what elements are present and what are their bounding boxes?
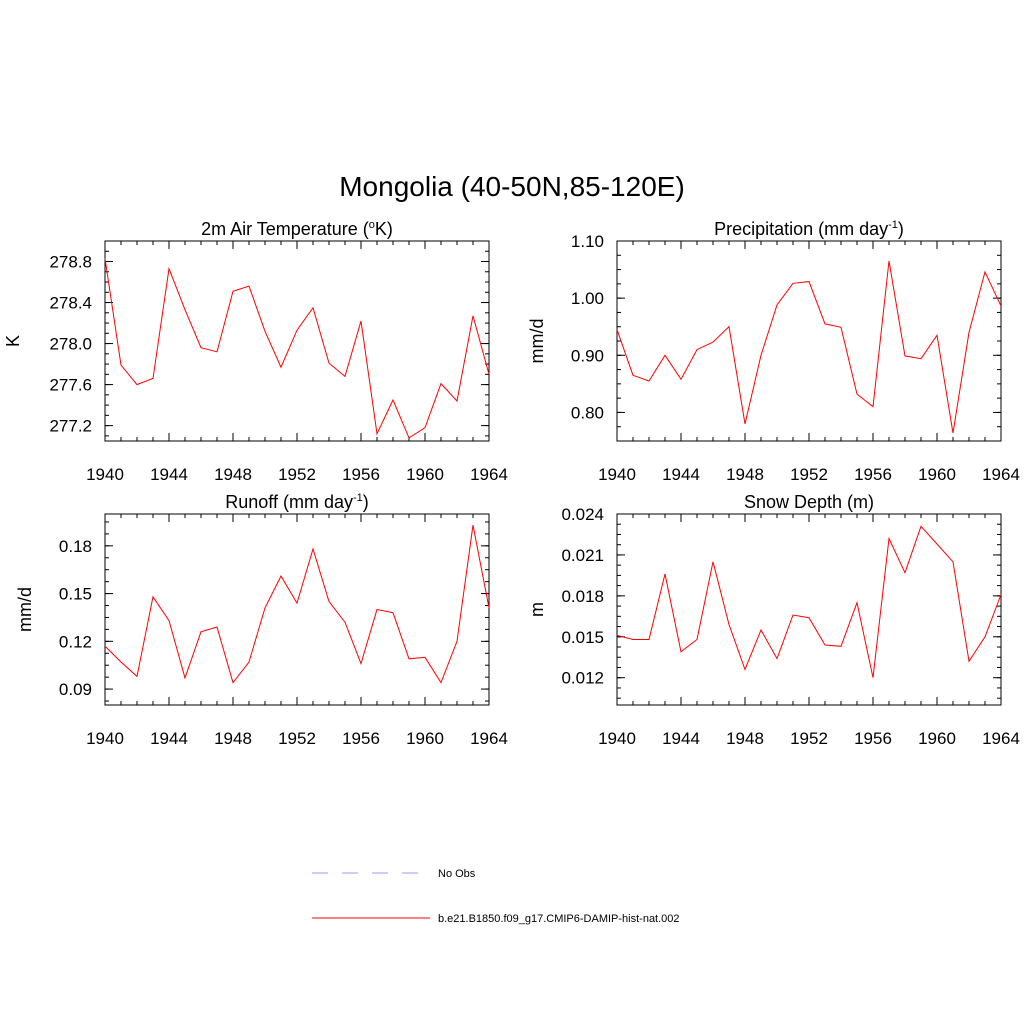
panel-3: 1940 1944 1948 1952 1956 1960 1964 0.09 0.12 0.15… (15, 492, 508, 748)
y-tick-label: 0.12 (59, 632, 92, 651)
x-tick-label: 1960 (406, 465, 444, 484)
x-tick-label: 1940 (86, 465, 124, 484)
legend-label-model: b.e21.B1850.f09_g17.CMIP6-DAMIP-hist-nat… (438, 913, 680, 925)
x-tick-label: 1948 (726, 729, 764, 748)
figure-title: Mongolia (40-50N,85-120E) (339, 171, 685, 202)
y-tick-label: 0.18 (59, 537, 92, 556)
y-tick-label: 0.018 (561, 587, 604, 606)
series-line-1 (104, 525, 490, 684)
x-tick-label: 1964 (982, 465, 1020, 484)
y-tick-label: 1.00 (571, 289, 604, 308)
x-tick-label: 1960 (918, 729, 956, 748)
y-tick-label: 1.10 (571, 232, 604, 251)
y-tick-label: 0.024 (561, 505, 604, 524)
series-line-1 (616, 525, 1002, 678)
panel-title: Snow Depth (m) (744, 492, 874, 512)
x-tick-label: 1948 (214, 729, 252, 748)
panel-title-main: Snow Depth (m) (744, 492, 874, 512)
x-tick-label: 1952 (790, 729, 828, 748)
x-tick-label: 1948 (726, 465, 764, 484)
y-tick-label: 0.012 (561, 669, 604, 688)
x-tick-label: 1960 (406, 729, 444, 748)
x-tick-label: 1944 (662, 465, 700, 484)
panel-2: 1940 1944 1948 1952 1956 1960 1964 0.80 0.90 1.00… (527, 219, 1020, 484)
x-tick-label: 1964 (470, 465, 508, 484)
x-tick-label: 1960 (918, 465, 956, 484)
y-tick-label: 277.6 (49, 376, 92, 395)
y-tick-label: 0.021 (561, 546, 604, 565)
x-tick-label: 1964 (982, 729, 1020, 748)
panel-title-main: Runoff (mm day (225, 492, 353, 512)
plot-frame (104, 513, 490, 706)
y-axis-label: m (527, 602, 547, 617)
x-tick-label: 1940 (598, 729, 636, 748)
x-tick-label: 1940 (86, 729, 124, 748)
x-tick-label: 1944 (150, 729, 188, 748)
y-tick-label: 278.0 (49, 335, 92, 354)
x-tick-label: 1956 (342, 465, 380, 484)
panel-title-tail: K) (375, 219, 393, 239)
x-tick-label: 1948 (214, 465, 252, 484)
panel-title: Precipitation (mm day-1) (714, 219, 904, 239)
panel-title-superscript: o (369, 219, 375, 231)
x-tick-label: 1952 (790, 465, 828, 484)
y-tick-label: 278.8 (49, 253, 92, 272)
y-tick-label: 0.90 (571, 346, 604, 365)
panel-title-superscript: -1 (888, 219, 898, 231)
x-tick-label: 1944 (662, 729, 700, 748)
panels: 1940 1944 1948 1952 1956 1960 1964 277.2 277.6 27… (3, 219, 1020, 748)
panel-4: 1940 1944 1948 1952 1956 1960 1964 0.012 0.015 0.… (527, 492, 1020, 748)
legend: No Obs b.e21.B1850.f09_g17.CMIP6-DAMIP-h… (312, 868, 680, 925)
x-tick-label: 1956 (854, 465, 892, 484)
panel-title-tail: ) (898, 219, 904, 239)
y-tick-label: 278.4 (49, 294, 92, 313)
panel-title: Runoff (mm day-1) (225, 492, 369, 512)
y-tick-label: 0.80 (571, 403, 604, 422)
panel-title: 2m Air Temperature (oK) (201, 219, 393, 239)
y-axis-label: mm/d (15, 587, 35, 632)
y-axis-label: mm/d (527, 319, 547, 364)
y-tick-label: 0.015 (561, 628, 604, 647)
series-line-1 (616, 260, 1002, 434)
legend-label-no-obs: No Obs (438, 868, 476, 880)
x-tick-label: 1940 (598, 465, 636, 484)
x-tick-label: 1956 (342, 729, 380, 748)
panel-title-superscript: -1 (353, 492, 363, 504)
panel-title-tail: ) (363, 492, 369, 512)
x-tick-label: 1952 (278, 729, 316, 748)
plot-frame (616, 240, 1002, 442)
y-axis-label: K (3, 335, 23, 347)
panel-1: 1940 1944 1948 1952 1956 1960 1964 277.2 277.6 27… (3, 219, 508, 484)
panel-title-main: Precipitation (mm day (714, 219, 888, 239)
y-tick-label: 277.2 (49, 417, 92, 436)
y-tick-label: 0.09 (59, 680, 92, 699)
x-tick-label: 1956 (854, 729, 892, 748)
series-line-1 (104, 258, 490, 439)
x-tick-label: 1964 (470, 729, 508, 748)
panel-title-main: 2m Air Temperature ( (201, 219, 369, 239)
plot-frame (616, 513, 1002, 706)
x-tick-label: 1944 (150, 465, 188, 484)
x-tick-label: 1952 (278, 465, 316, 484)
y-tick-label: 0.15 (59, 585, 92, 604)
